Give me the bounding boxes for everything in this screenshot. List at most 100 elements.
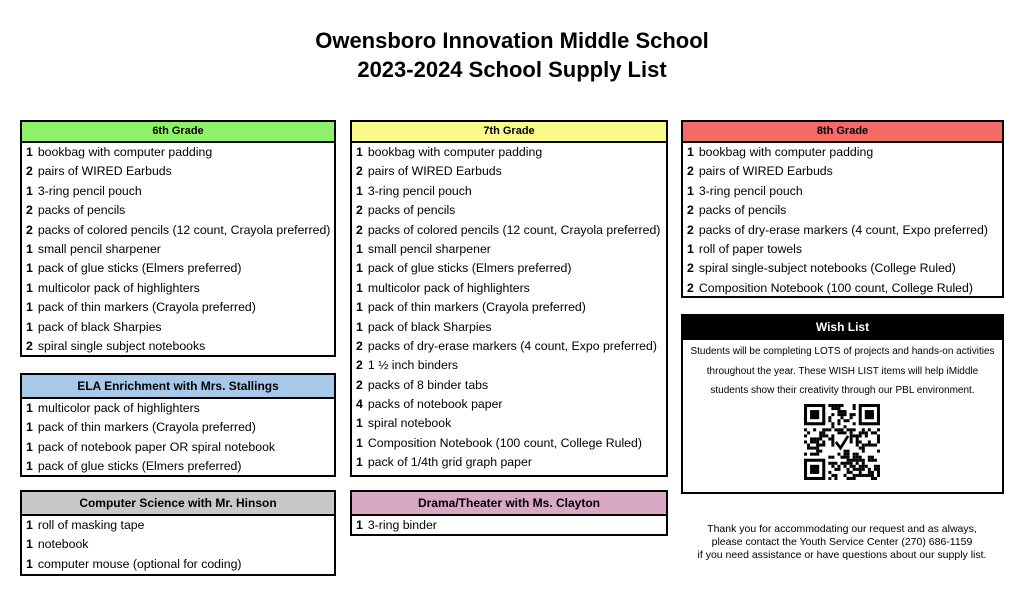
item-text: roll of masking tape [37,518,145,532]
item-text: pack of black Sharpies [37,319,162,334]
footer-note: Thank you for accommodating our request … [681,523,1003,562]
item-quantity: 1 [26,300,33,315]
supply-item: 1 roll of masking tape [22,516,334,535]
grade8-header: 8th Grade [683,122,1002,143]
supply-item: 1 pack of black Sharpies [352,318,666,337]
item-text: spiral single subject notebooks [37,338,206,353]
supply-item: 1 pack of glue sticks (Elmers preferred) [22,259,334,278]
item-text: computer mouse (optional for coding) [37,556,242,571]
supply-item: 1 3-ring pencil pouch [683,182,1002,201]
wish-list-text: Students will be completing LOTS of proj… [690,346,995,396]
item-text: multicolor pack of highlighters [37,401,200,415]
item-text: bookbag with computer padding [367,145,543,159]
item-text: bookbag with computer padding [37,145,213,159]
supply-item: 1 pack of notebook paper OR spiral notebo… [22,438,334,457]
supply-item: 2 packs of dry-erase markers (4 count, Ex… [683,221,1002,240]
supply-item: 1 pack of thin markers (Crayola preferred… [352,298,666,317]
item-text: spiral single-subject notebooks (College… [698,261,956,276]
item-quantity: 1 [356,518,363,532]
supply-item: 1 bookbag with computer padding [683,143,1002,162]
item-text: packs of colored pencils (12 count, Cray… [37,222,331,237]
item-text: bookbag with computer padding [698,145,874,159]
item-text: packs of pencils [367,203,456,218]
grade6-header: 6th Grade [22,122,334,143]
wish-list-header: Wish List [683,316,1002,340]
item-quantity: 1 [26,319,33,334]
item-quantity: 1 [356,241,363,256]
item-quantity: 1 [26,537,33,552]
supply-item: 1 pack of glue sticks (Elmers preferred) [352,259,666,278]
item-text: 3-ring pencil pouch [367,183,472,198]
grade7-header: 7th Grade [352,122,666,143]
supply-item: 2 pairs of WIRED Earbuds [22,162,334,181]
item-text: 3-ring pencil pouch [37,183,142,198]
item-quantity: 1 [26,439,33,454]
school-name: Owensboro Innovation Middle School [315,28,709,53]
supply-item: 1 pack of thin markers (Crayola preferred… [22,418,334,437]
supply-item: 2 pairs of WIRED Earbuds [352,162,666,181]
qr-code-icon[interactable] [804,404,880,480]
supply-item: 1 3-ring pencil pouch [22,182,334,201]
item-quantity: 1 [356,280,363,295]
item-text: 3-ring pencil pouch [698,183,803,198]
item-text: pack of black Sharpies [367,319,492,334]
item-quantity: 1 [26,145,33,159]
item-quantity: 1 [356,261,363,276]
supply-item: 1 bookbag with computer padding [352,143,666,162]
item-text: pack of 1/4th grid graph paper [367,455,532,470]
item-text: packs of pencils [698,203,787,218]
grade7-box: 7th Grade 1 bookbag with computer padding 2… [350,120,668,477]
item-text: spiral notebook [367,416,452,431]
item-quantity: 2 [26,203,33,218]
supply-item: 1 pack of glue sticks (Elmers preferred) [22,457,334,476]
item-text: packs of colored pencils (12 count, Cray… [367,222,661,237]
item-quantity: 2 [687,222,694,237]
item-quantity: 1 [356,319,363,334]
supply-item: 1 pack of thin markers (Crayola preferred… [22,298,334,317]
grade6-box: 6th Grade 1 bookbag with computer padding 2… [20,120,336,357]
supply-item: 2 pairs of WIRED Earbuds [683,162,1002,181]
item-text: pairs of WIRED Earbuds [37,164,172,179]
item-quantity: 2 [26,222,33,237]
item-quantity: 1 [356,455,363,470]
supply-item: 1 Composition Notebook (100 count, Colleg… [352,434,666,453]
item-quantity: 1 [356,145,363,159]
item-quantity: 1 [26,401,33,415]
supply-item: 1 multicolor pack of highlighters [22,279,334,298]
item-text: packs of pencils [37,203,126,218]
item-quantity: 1 [687,145,694,159]
item-quantity: 1 [26,518,33,532]
item-text: small pencil sharpener [367,241,491,256]
item-quantity: 2 [687,261,694,276]
supply-item: 1 notebook [22,535,334,554]
item-text: packs of dry-erase markers (4 count, Exp… [698,222,988,237]
item-quantity: 1 [26,420,33,435]
item-quantity: 1 [26,183,33,198]
cs-box: Computer Science with Mr. Hinson 1 roll of… [20,490,336,576]
item-text: pack of glue sticks (Elmers preferred) [37,459,242,474]
supply-item: 2 spiral single-subject notebooks (Colleg… [683,259,1002,278]
item-quantity: 2 [687,164,694,179]
supply-item: 2 packs of pencils [352,201,666,220]
drama-box: Drama/Theater with Ms. Clayton 1 3-ring bi… [350,490,668,536]
supply-item: 1 roll of paper towels [683,240,1002,259]
supply-item: 1 small pencil sharpener [22,240,334,259]
supply-item: 1 multicolor pack of highlighters [22,399,334,418]
item-quantity: 2 [356,222,363,237]
item-quantity: 2 [26,338,33,353]
supply-item: 2 packs of dry-erase markers (4 count, Ex… [352,337,666,356]
item-quantity: 2 [356,377,363,392]
item-text: pack of notebook paper OR spiral noteboo… [37,439,276,454]
item-text: 1 ½ inch binders [367,358,459,373]
item-quantity: 2 [687,203,694,218]
supply-item: 1 small pencil sharpener [352,240,666,259]
supply-item: 1 spiral notebook [352,414,666,433]
item-quantity: 1 [26,241,33,256]
item-quantity: 1 [356,435,363,450]
item-text: pack of thin markers (Crayola preferred) [37,300,256,315]
supply-item: 2 packs of colored pencils (12 count, Cra… [22,221,334,240]
item-quantity: 2 [356,358,363,373]
item-text: Composition Notebook (100 count, College… [698,280,973,295]
footer-line: if you need assistance or have questions… [697,549,987,561]
item-quantity: 1 [356,300,363,315]
